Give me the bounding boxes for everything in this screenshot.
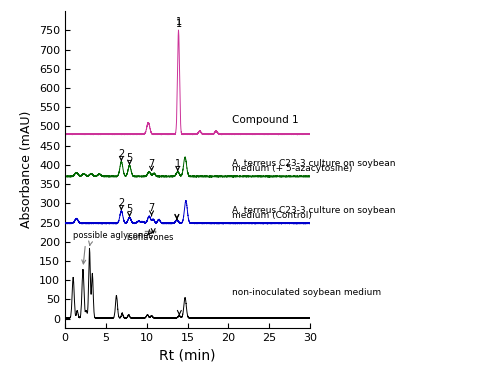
Text: 1: 1 [174, 159, 181, 169]
Text: 7: 7 [148, 159, 154, 169]
Text: possible aglycones: possible aglycones [73, 231, 152, 240]
Text: A. terreus C23-3 culture on soybean: A. terreus C23-3 culture on soybean [232, 206, 396, 215]
Text: 5: 5 [126, 153, 132, 163]
Text: isoflavones: isoflavones [126, 233, 174, 242]
Text: 1: 1 [176, 16, 182, 26]
Text: A. terreus C23-3 culture on soybean: A. terreus C23-3 culture on soybean [232, 159, 396, 168]
Text: 2: 2 [118, 198, 124, 208]
Text: medium (+ 5-azacytosine): medium (+ 5-azacytosine) [232, 164, 353, 173]
X-axis label: Rt (min): Rt (min) [159, 349, 216, 363]
Text: non-inoculated soybean medium: non-inoculated soybean medium [232, 288, 382, 297]
Text: 7: 7 [148, 203, 154, 213]
Text: 5: 5 [126, 204, 132, 214]
Text: 2: 2 [118, 149, 124, 159]
Text: Compound 1: Compound 1 [232, 115, 299, 125]
Text: 1: 1 [176, 19, 182, 29]
Text: medium (Control): medium (Control) [232, 211, 312, 220]
Y-axis label: Absorbance (mAU): Absorbance (mAU) [20, 111, 34, 228]
